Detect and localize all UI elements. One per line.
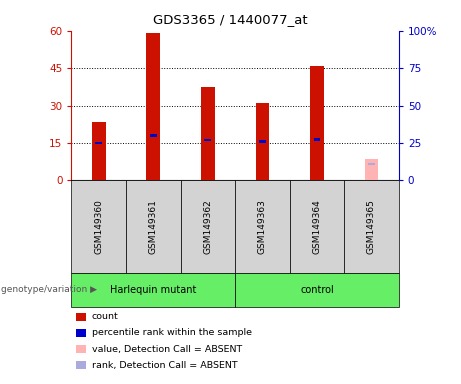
Bar	[95, 142, 102, 144]
Text: GSM149360: GSM149360	[94, 199, 103, 254]
Bar	[204, 139, 211, 141]
Bar	[259, 140, 266, 143]
Bar	[201, 87, 215, 180]
Bar	[310, 66, 324, 180]
Text: GSM149365: GSM149365	[367, 199, 376, 254]
Text: count: count	[92, 312, 118, 321]
Text: rank, Detection Call = ABSENT: rank, Detection Call = ABSENT	[92, 361, 237, 370]
Bar	[313, 138, 320, 141]
Text: GSM149364: GSM149364	[313, 199, 321, 254]
Bar	[368, 163, 375, 165]
Text: percentile rank within the sample: percentile rank within the sample	[92, 328, 252, 338]
Text: GSM149363: GSM149363	[258, 199, 267, 254]
Text: Harlequin mutant: Harlequin mutant	[110, 285, 196, 295]
Bar	[92, 122, 106, 180]
Text: genotype/variation ▶: genotype/variation ▶	[1, 285, 97, 295]
Text: GSM149362: GSM149362	[203, 199, 213, 254]
Text: value, Detection Call = ABSENT: value, Detection Call = ABSENT	[92, 344, 242, 354]
Bar	[150, 134, 157, 137]
Bar	[255, 103, 269, 180]
Bar	[365, 159, 378, 180]
Bar	[147, 33, 160, 180]
Text: GDS3365 / 1440077_at: GDS3365 / 1440077_at	[153, 13, 308, 26]
Text: GSM149361: GSM149361	[149, 199, 158, 254]
Text: control: control	[300, 285, 334, 295]
